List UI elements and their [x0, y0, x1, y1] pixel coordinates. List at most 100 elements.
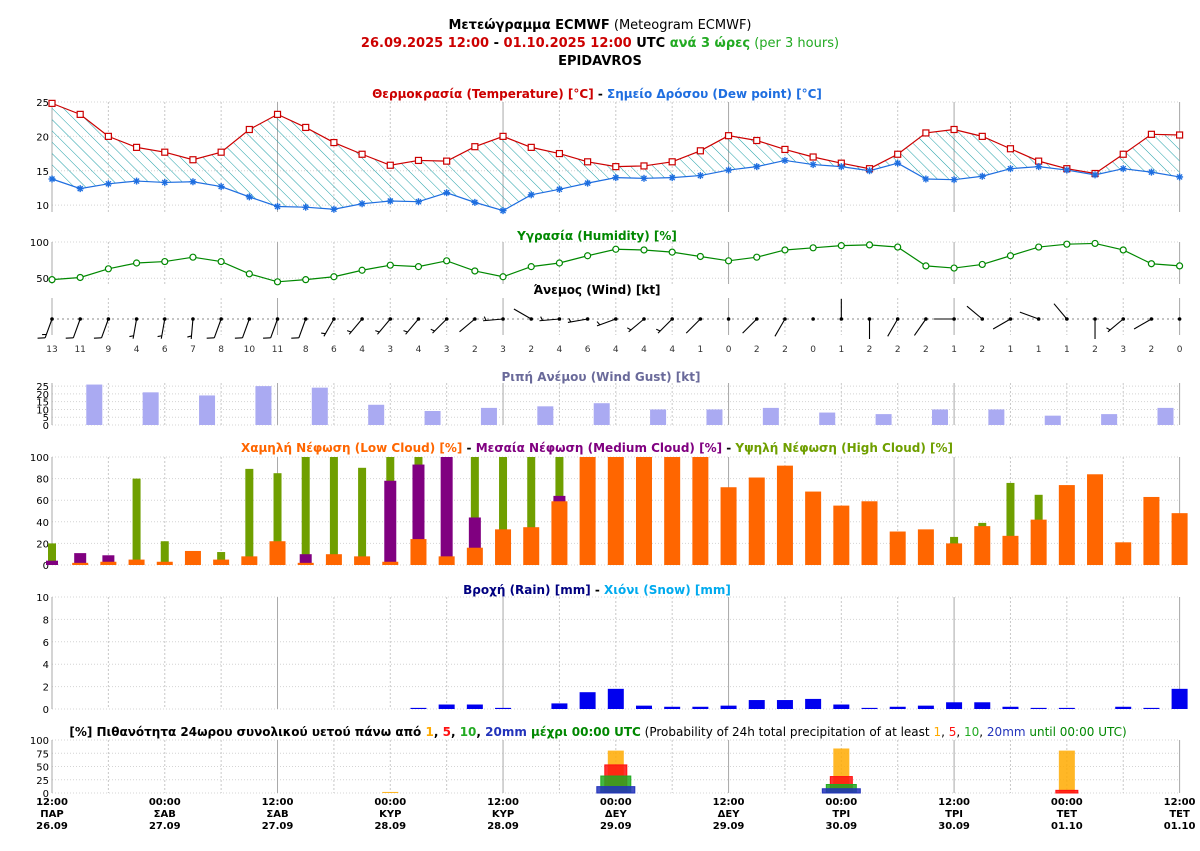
- x-label-day: ΚΥΡ: [492, 809, 514, 820]
- prob-bar-5: [1055, 789, 1079, 794]
- humidity-point: [837, 242, 845, 250]
- x-label-date: 01.10: [1051, 821, 1083, 832]
- precip-ytick-label: 2: [43, 683, 49, 694]
- wind-barb-full: [93, 337, 102, 339]
- prob-comma-1: ,: [434, 725, 443, 739]
- wind-speed-label: 1: [838, 345, 844, 355]
- wind-barb: [966, 305, 983, 320]
- prob-comma-2: ,: [451, 725, 460, 739]
- dew-point-stroke: [1035, 163, 1042, 170]
- humidity-point: [76, 273, 84, 282]
- high-cloud-title: Υψηλή Νέφωση (High Cloud) [%]: [734, 441, 953, 455]
- x-label-time: 00:00: [149, 797, 181, 808]
- start-date: 26.09.2025 12:00: [360, 36, 490, 51]
- humidity-point: [48, 276, 56, 284]
- humidity-ytick-label: 50: [36, 274, 49, 285]
- x-label-date: 30.09: [825, 821, 857, 832]
- wind-barb-shaft: [323, 318, 335, 337]
- x-label-day: ΣΑΒ: [266, 809, 288, 820]
- low-cloud-bar: [607, 457, 624, 565]
- x-label-date: 27.09: [262, 821, 294, 832]
- low-cloud-bar: [861, 501, 878, 565]
- title-main: Μετεώγραμμα ECMWF: [448, 18, 610, 33]
- dew-point-stroke: [189, 178, 196, 185]
- wind-barb: [263, 318, 279, 339]
- wind-barb-half: [626, 327, 632, 331]
- wind-speed-label: 4: [134, 345, 140, 355]
- prob-ytick-label: 0: [43, 789, 49, 800]
- date-dash: -: [489, 36, 504, 51]
- wind-barb: [291, 318, 307, 339]
- x-label-date: 28.09: [374, 821, 406, 832]
- temperature-point: [781, 145, 789, 154]
- wind-barb: [887, 318, 899, 337]
- wind-barb: [65, 318, 81, 339]
- temperature-point: [217, 148, 225, 156]
- rain-bar: [861, 707, 878, 709]
- temp-ytick-label: 15: [36, 167, 49, 178]
- temp-dew-band: [52, 103, 1180, 211]
- gust-bar: [988, 409, 1005, 425]
- precip-ytick-label: 10: [36, 593, 49, 604]
- medium-cloud-bar: [299, 554, 312, 565]
- location-name: EPIDAVROS: [558, 54, 642, 69]
- humidity-point: [443, 257, 451, 265]
- dew-point-stroke: [1120, 165, 1127, 172]
- wind-calm-mark: [1177, 317, 1182, 321]
- dew-point-stroke: [669, 174, 676, 181]
- dew-point-stroke: [218, 183, 225, 190]
- temp-title: Θερμοκρασία (Temperature) [°C]: [372, 87, 594, 101]
- dew-point-point: [471, 198, 479, 206]
- wind-barb-shaft: [483, 318, 504, 322]
- medium-cloud-bar: [46, 560, 58, 565]
- humidity-point: [245, 270, 253, 278]
- wind-barb-half: [321, 332, 326, 335]
- dew-point-point: [358, 200, 366, 208]
- temperature-point: [668, 158, 676, 166]
- dew-point-point: [668, 174, 676, 182]
- wind-speed-label: 1: [1064, 345, 1070, 355]
- wind-barb-half: [1106, 327, 1111, 331]
- dew-title: Σημείο Δρόσου (Dew point) [°C]: [607, 87, 822, 101]
- dew-point-point: [612, 174, 620, 182]
- wind-speed-label: 0: [1177, 345, 1183, 355]
- low-cloud-bar: [466, 547, 483, 565]
- wind-speed-label: 1: [1036, 345, 1042, 355]
- wind-barb-shaft: [685, 318, 701, 334]
- wind-speed-label: 4: [557, 345, 563, 355]
- wind-calm-mark: [726, 317, 731, 321]
- rain-bar: [1002, 706, 1019, 709]
- cloud-ytick-label: 100: [30, 453, 49, 464]
- wind-speed-label: 4: [359, 345, 365, 355]
- wind-barb: [1106, 318, 1124, 333]
- wind-barb-shaft: [298, 318, 307, 338]
- x-label-date: 29.09: [600, 821, 632, 832]
- wind-speed-label: 13: [46, 345, 57, 355]
- wind-barb: [913, 318, 927, 336]
- x-label-day: ΤΡΙ: [945, 809, 963, 820]
- humidity-point: [189, 253, 197, 261]
- temperature-point: [330, 138, 338, 147]
- cloud-ytick-label: 40: [36, 518, 49, 529]
- temperature-point: [555, 149, 564, 158]
- wind-barb-half: [346, 330, 352, 333]
- wind-speed-label: 6: [162, 345, 168, 355]
- temperature-point: [894, 150, 902, 158]
- wind-speed-label: 6: [331, 345, 337, 355]
- wind-speed-label: 2: [472, 345, 478, 355]
- wind-barb-shaft: [432, 318, 448, 334]
- wind-speed-label: 2: [895, 345, 901, 355]
- prob-en-comma-1: ,: [941, 725, 949, 739]
- rain-bar: [692, 706, 709, 709]
- dew-point-stroke: [77, 185, 84, 192]
- rain-bar: [495, 707, 512, 709]
- dew-point-stroke: [612, 174, 619, 181]
- dew-point-stroke: [1007, 165, 1014, 172]
- wind-barb: [321, 318, 335, 337]
- precip-ytick-label: 0: [43, 705, 49, 716]
- dew-point-stroke: [810, 161, 817, 168]
- dew-point-point: [302, 203, 310, 211]
- cloud-ytick-label: 80: [36, 475, 49, 486]
- wind-barb-half: [568, 317, 572, 323]
